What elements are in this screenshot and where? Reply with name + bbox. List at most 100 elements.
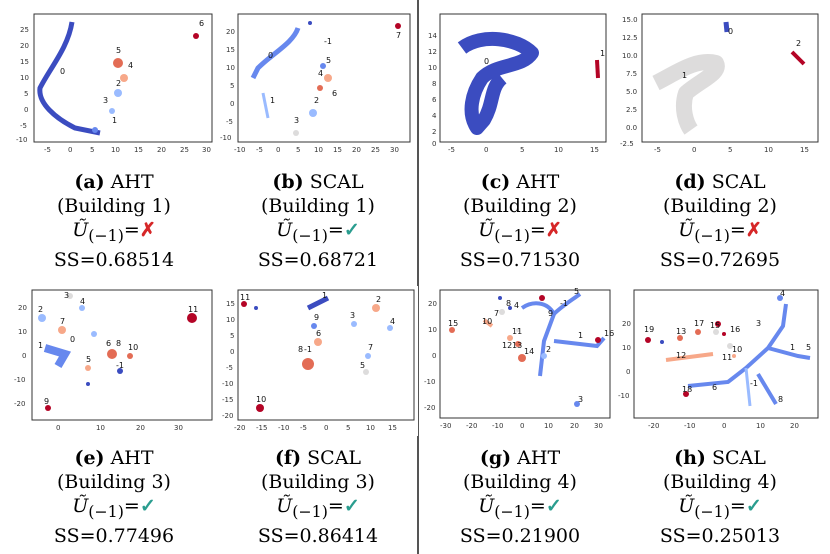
scatter-plot-a: 0 1 2 3 4 5 6 -5 0 5 10 15 20 25 30 25 2… — [10, 8, 215, 158]
u-result: Ũ(−1)=✓ — [420, 494, 620, 524]
equals-sign: = — [529, 495, 546, 517]
cluster-16-points — [722, 332, 726, 336]
cluster-label: 12 — [502, 341, 512, 350]
cluster-9-points — [45, 405, 51, 411]
building-label: (Building 4) — [663, 471, 777, 493]
cluster-label: 11 — [240, 293, 250, 302]
cluster-noise-points — [254, 306, 258, 310]
cluster-15-points — [449, 327, 455, 333]
u-result: Ũ(−1)=✗ — [420, 218, 620, 248]
cluster-5-points — [552, 292, 582, 316]
u-subscript: (−1) — [494, 501, 530, 521]
panel-letter: (a) — [74, 171, 105, 193]
cluster-label: 4 — [128, 61, 133, 70]
cluster-13-points — [515, 341, 521, 347]
cluster-label: 8 — [298, 345, 303, 354]
cluster-label: 9 — [314, 313, 319, 322]
cluster-label: 2 — [38, 305, 43, 314]
x-tick: -20 — [648, 422, 659, 430]
cross-icon: ✗ — [745, 219, 762, 241]
x-tick: 20 — [570, 422, 579, 430]
cluster-label: 5 — [86, 355, 91, 364]
cluster-label: 10 — [256, 395, 266, 404]
x-tick: 5 — [728, 146, 732, 154]
y-tick: -15 — [222, 396, 233, 404]
x-tick: 20 — [157, 146, 166, 154]
caption-title: (f) SCAL — [218, 446, 418, 470]
axes-frame — [439, 289, 611, 419]
cluster-3-points — [744, 367, 752, 407]
u-result: Ũ(−1)=✗ — [620, 218, 820, 248]
caption-title: (a) AHT — [14, 170, 214, 194]
x-tick: 5 — [296, 146, 300, 154]
cluster-8-points — [508, 306, 512, 310]
check-icon: ✓ — [745, 495, 762, 517]
caption-title: (h) SCAL — [620, 446, 820, 470]
cluster-label: -1 — [560, 299, 568, 308]
x-tick: 5 — [346, 424, 350, 432]
cluster-0-points — [91, 331, 97, 337]
cluster-label: -1 — [324, 37, 332, 46]
cluster-8-points — [302, 358, 314, 370]
panel-letter: (f) — [274, 447, 302, 469]
cluster-label: 9 — [44, 397, 49, 406]
cluster-label: 1 — [322, 291, 327, 300]
cluster-label: 1 — [790, 343, 795, 352]
cluster-2-points — [790, 50, 806, 66]
cluster-15-points — [713, 329, 719, 335]
u-symbol: Ũ — [678, 495, 695, 517]
cluster-1-points — [261, 92, 270, 119]
x-tick: 5 — [90, 146, 94, 154]
x-tick: 30 — [202, 146, 211, 154]
cluster-label: 6 — [712, 383, 717, 392]
check-icon: ✓ — [545, 495, 562, 517]
cluster-14-points — [518, 354, 526, 362]
cluster-label: 3 — [578, 395, 583, 404]
cluster-6-points — [107, 349, 117, 359]
panel-letter: (e) — [74, 447, 105, 469]
y-tick: 20 — [18, 304, 27, 312]
cluster-label: 1 — [270, 96, 275, 105]
y-tick: -5 — [226, 118, 233, 126]
y-tick: 6 — [432, 96, 437, 104]
cluster-6-points — [314, 338, 322, 346]
y-tick: -20 — [222, 412, 233, 420]
y-tick: -5 — [226, 364, 233, 372]
ss-score: SS=0.77496 — [53, 524, 175, 547]
cluster-10-points — [732, 354, 736, 358]
y-tick: 12.5 — [622, 34, 638, 42]
u-symbol: Ũ — [478, 219, 495, 241]
cluster-label: 8 — [506, 299, 511, 308]
axes-frame — [641, 13, 819, 143]
cluster-2-points — [372, 304, 380, 312]
y-tick: 12 — [428, 48, 437, 56]
cluster-label: 11 — [722, 353, 732, 362]
cluster-label: 2 — [116, 79, 121, 88]
u-result: Ũ(−1)=✓ — [218, 494, 418, 524]
method-name: AHT — [517, 447, 561, 469]
cluster-label: 1 — [682, 71, 687, 80]
axes-frame — [33, 13, 213, 143]
y-tick: 0.0 — [626, 124, 637, 132]
cluster-label: 8 — [116, 339, 121, 348]
axes-frame — [237, 13, 411, 143]
cluster-7-points — [365, 353, 371, 359]
x-tick: 30 — [174, 424, 183, 432]
equals-sign: = — [327, 219, 344, 241]
x-tick: 0 — [68, 146, 72, 154]
x-tick: -15 — [256, 424, 267, 432]
cluster-3-points — [67, 293, 73, 299]
axes-frame — [31, 289, 213, 421]
equals-sign: = — [123, 219, 140, 241]
cluster-label: 2 — [314, 96, 319, 105]
y-tick: 20 — [20, 42, 29, 50]
ss-score: SS=0.68721 — [257, 248, 379, 271]
cluster-label: 17 — [694, 319, 704, 328]
cross-icon: ✗ — [139, 219, 156, 241]
cluster-3-points — [109, 108, 115, 114]
building-label: (Building 2) — [463, 195, 577, 217]
cluster-11-points — [187, 313, 197, 323]
caption-title: (c) AHT — [420, 170, 620, 194]
cluster-19-points — [645, 337, 651, 343]
y-tick: -20 — [14, 400, 25, 408]
